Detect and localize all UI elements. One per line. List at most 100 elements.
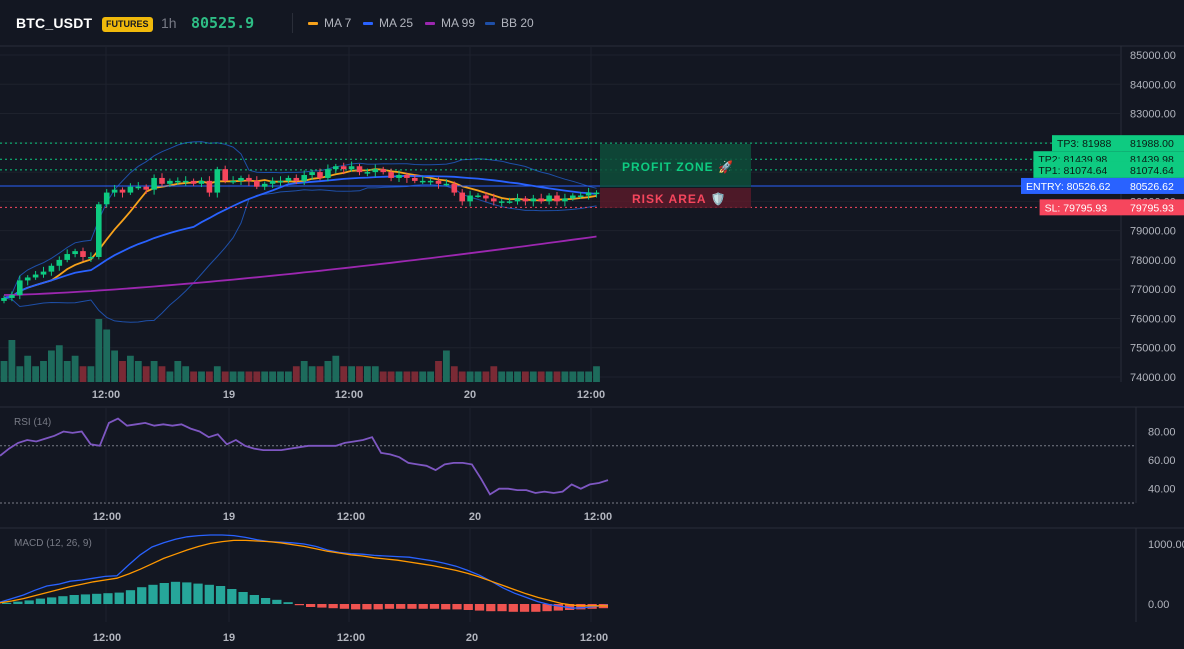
level-axis-label: 81074.64	[1130, 165, 1174, 177]
macd-histogram-bar	[159, 583, 169, 604]
rsi-tick-label: 40.00	[1148, 484, 1176, 496]
volume-bar	[134, 361, 142, 382]
macd-histogram-bar	[317, 604, 327, 608]
legend-ma25[interactable]: MA 25	[363, 16, 413, 30]
candle-body	[419, 180, 426, 183]
volume-bar	[253, 371, 261, 382]
candle-body	[506, 201, 513, 203]
level-tag-sl[interactable]: SL: 79795.93 79795.93	[1039, 199, 1184, 216]
volume-bar	[458, 371, 466, 382]
volume-bar	[308, 366, 316, 382]
ma99-swatch-icon	[425, 21, 435, 25]
volume-bar	[529, 371, 537, 382]
price-tick-label: 83000.00	[1130, 109, 1176, 121]
candle-body	[443, 183, 450, 186]
timeframe-selector[interactable]: 1h	[161, 15, 177, 31]
rsi-time-tick-label: 19	[223, 511, 235, 523]
macd-histogram-bar	[564, 604, 575, 610]
volume-bar	[364, 366, 371, 382]
candle-body	[206, 180, 213, 193]
volume-bar	[348, 366, 355, 382]
volume-bar	[285, 371, 292, 382]
macd-time-tick-label: 12:00	[93, 632, 121, 644]
volume-bar	[522, 371, 529, 382]
candle-body	[103, 192, 110, 205]
candle-body	[404, 175, 410, 178]
volume-bar	[577, 371, 585, 382]
candle-body	[475, 195, 481, 198]
macd-histogram-bar	[249, 595, 259, 604]
candle-body	[372, 169, 379, 173]
profit-zone[interactable]: PROFIT ZONE 🚀	[600, 144, 751, 187]
macd-histogram-bar	[170, 581, 181, 604]
volume-bar	[340, 366, 348, 382]
macd-histogram-bar	[193, 583, 203, 604]
candle-body	[277, 180, 284, 183]
profit-zone-label: PROFIT ZONE 🚀	[622, 160, 734, 174]
volume-bar	[111, 350, 118, 382]
legend-ma99-label: MA 99	[441, 16, 476, 30]
bb20-swatch-icon	[485, 21, 495, 25]
volume-bar	[537, 371, 545, 382]
price-axis[interactable]: 85000.0084000.0083000.0082000.0081000.00…	[1130, 50, 1176, 384]
volume-bar	[371, 366, 379, 382]
macd-histogram-bar	[576, 604, 586, 610]
level-tag-tp[interactable]: TP1: 81074.64 81074.64	[1033, 161, 1184, 178]
volume-bar	[229, 371, 237, 382]
level-axis-label: 81988.00	[1130, 138, 1174, 150]
macd-tick-label: 1000.00	[1148, 539, 1184, 551]
candle-body	[96, 204, 102, 257]
macd-histogram-bar	[339, 604, 350, 609]
volume-bar	[332, 355, 340, 382]
volume-bar	[119, 361, 126, 382]
bb-upper-line	[3, 141, 597, 299]
volume-bar	[48, 350, 55, 382]
macd-histogram-bar	[125, 590, 136, 604]
legend-bb20-label: BB 20	[501, 16, 534, 30]
chart-header: BTC_USDT FUTURES 1h 80525.9 MA 7 MA 25 M…	[0, 0, 1184, 46]
risk-area[interactable]: RISK AREA 🛡️	[600, 188, 751, 208]
volume-bar	[221, 371, 229, 382]
volume-bar	[8, 340, 16, 382]
legend-ma99[interactable]: MA 99	[425, 16, 475, 30]
level-axis-box	[1124, 161, 1184, 178]
candle-body	[522, 198, 529, 202]
rsi-panel[interactable]: 80.00 60.00 40.00 12:00 19 12:00 20 12:00	[0, 407, 1176, 523]
time-tick-label: 12:00	[335, 389, 363, 401]
volume-bar	[198, 371, 205, 382]
macd-histogram-bar	[272, 599, 282, 604]
volume-bar	[237, 371, 245, 382]
macd-histogram-bar	[24, 600, 34, 604]
rsi-tick-label: 80.00	[1148, 426, 1176, 438]
candle-body	[293, 177, 300, 181]
volume-bar	[411, 371, 419, 382]
candle-body	[72, 251, 78, 255]
macd-histogram-bar	[463, 604, 473, 610]
volume-bar	[379, 371, 387, 382]
level-axis-label: 79795.93	[1130, 202, 1174, 214]
symbol-name[interactable]: BTC_USDT	[16, 15, 93, 31]
candle-body	[538, 198, 544, 202]
legend-bb20[interactable]: BB 20	[485, 16, 534, 30]
level-tag-label: SL: 79795.93	[1045, 202, 1108, 214]
macd-panel[interactable]: 1000.00 0.00 12:00 19 12:00 20 12:00	[0, 528, 1184, 644]
candle-body	[246, 177, 252, 181]
volume-bar	[158, 366, 166, 382]
candle-body	[483, 195, 489, 199]
volume-bar	[87, 366, 95, 382]
macd-line	[0, 534, 609, 609]
price-tick-label: 84000.00	[1130, 79, 1176, 91]
macd-histogram-bar	[396, 604, 406, 609]
macd-histogram-bar	[47, 597, 57, 604]
macd-histogram-bar	[69, 595, 79, 604]
candle-body	[562, 198, 568, 202]
level-tag-label: TP1: 81074.64	[1038, 165, 1107, 177]
level-tag-entry[interactable]: ENTRY: 80526.62 80526.62	[1021, 177, 1184, 194]
candle-body	[309, 172, 315, 176]
macd-histogram-bar	[215, 586, 226, 604]
candle-body	[143, 186, 149, 190]
level-tag-tp[interactable]: TP3: 81988 81988.00	[1052, 135, 1184, 152]
legend-ma7[interactable]: MA 7	[308, 16, 351, 30]
